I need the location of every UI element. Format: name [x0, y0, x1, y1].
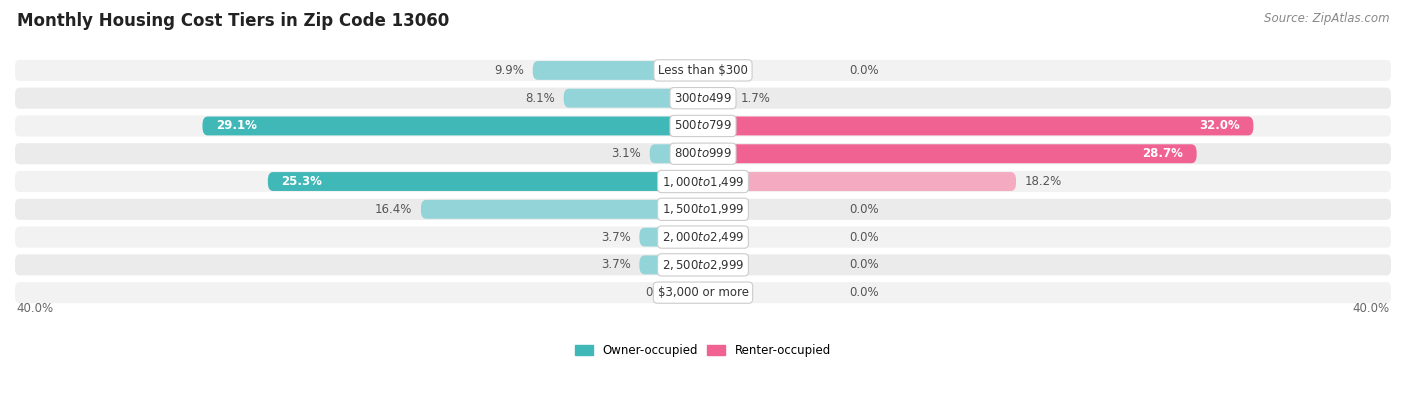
- FancyBboxPatch shape: [703, 172, 1017, 191]
- Text: Less than $300: Less than $300: [658, 64, 748, 77]
- Text: 3.7%: 3.7%: [600, 231, 631, 244]
- FancyBboxPatch shape: [420, 200, 703, 219]
- FancyBboxPatch shape: [640, 228, 703, 247]
- FancyBboxPatch shape: [15, 199, 1391, 220]
- FancyBboxPatch shape: [15, 254, 1391, 276]
- Text: 25.3%: 25.3%: [281, 175, 322, 188]
- FancyBboxPatch shape: [703, 144, 1197, 163]
- Text: $1,000 to $1,499: $1,000 to $1,499: [662, 175, 744, 188]
- FancyBboxPatch shape: [267, 172, 703, 191]
- Legend: Owner-occupied, Renter-occupied: Owner-occupied, Renter-occupied: [571, 339, 835, 361]
- Text: 0.0%: 0.0%: [849, 286, 879, 299]
- Text: $800 to $999: $800 to $999: [673, 147, 733, 160]
- Text: $2,000 to $2,499: $2,000 to $2,499: [662, 230, 744, 244]
- Text: 0.72%: 0.72%: [645, 286, 682, 299]
- FancyBboxPatch shape: [690, 283, 703, 302]
- FancyBboxPatch shape: [533, 61, 703, 80]
- Text: 1.7%: 1.7%: [741, 92, 770, 105]
- Text: $2,500 to $2,999: $2,500 to $2,999: [662, 258, 744, 272]
- FancyBboxPatch shape: [15, 282, 1391, 303]
- FancyBboxPatch shape: [640, 255, 703, 274]
- FancyBboxPatch shape: [15, 171, 1391, 192]
- Text: 40.0%: 40.0%: [17, 302, 53, 315]
- Text: 0.0%: 0.0%: [849, 231, 879, 244]
- Text: 3.7%: 3.7%: [600, 259, 631, 271]
- Text: 0.0%: 0.0%: [849, 259, 879, 271]
- Text: 40.0%: 40.0%: [1353, 302, 1389, 315]
- Text: 29.1%: 29.1%: [217, 120, 257, 132]
- FancyBboxPatch shape: [15, 60, 1391, 81]
- FancyBboxPatch shape: [564, 89, 703, 107]
- Text: $3,000 or more: $3,000 or more: [658, 286, 748, 299]
- Text: 18.2%: 18.2%: [1025, 175, 1062, 188]
- Text: 3.1%: 3.1%: [612, 147, 641, 160]
- FancyBboxPatch shape: [15, 115, 1391, 137]
- Text: 9.9%: 9.9%: [495, 64, 524, 77]
- FancyBboxPatch shape: [703, 89, 733, 107]
- Text: $300 to $499: $300 to $499: [673, 92, 733, 105]
- FancyBboxPatch shape: [15, 88, 1391, 109]
- Text: Source: ZipAtlas.com: Source: ZipAtlas.com: [1264, 12, 1389, 25]
- Text: 32.0%: 32.0%: [1199, 120, 1240, 132]
- Text: $1,500 to $1,999: $1,500 to $1,999: [662, 202, 744, 216]
- Text: 0.0%: 0.0%: [849, 203, 879, 216]
- FancyBboxPatch shape: [650, 144, 703, 163]
- FancyBboxPatch shape: [15, 227, 1391, 248]
- Text: 16.4%: 16.4%: [375, 203, 412, 216]
- Text: $500 to $799: $500 to $799: [673, 120, 733, 132]
- Text: 8.1%: 8.1%: [526, 92, 555, 105]
- Text: 28.7%: 28.7%: [1142, 147, 1182, 160]
- Text: Monthly Housing Cost Tiers in Zip Code 13060: Monthly Housing Cost Tiers in Zip Code 1…: [17, 12, 449, 30]
- Text: 0.0%: 0.0%: [849, 64, 879, 77]
- FancyBboxPatch shape: [202, 117, 703, 135]
- FancyBboxPatch shape: [703, 117, 1253, 135]
- FancyBboxPatch shape: [15, 143, 1391, 164]
